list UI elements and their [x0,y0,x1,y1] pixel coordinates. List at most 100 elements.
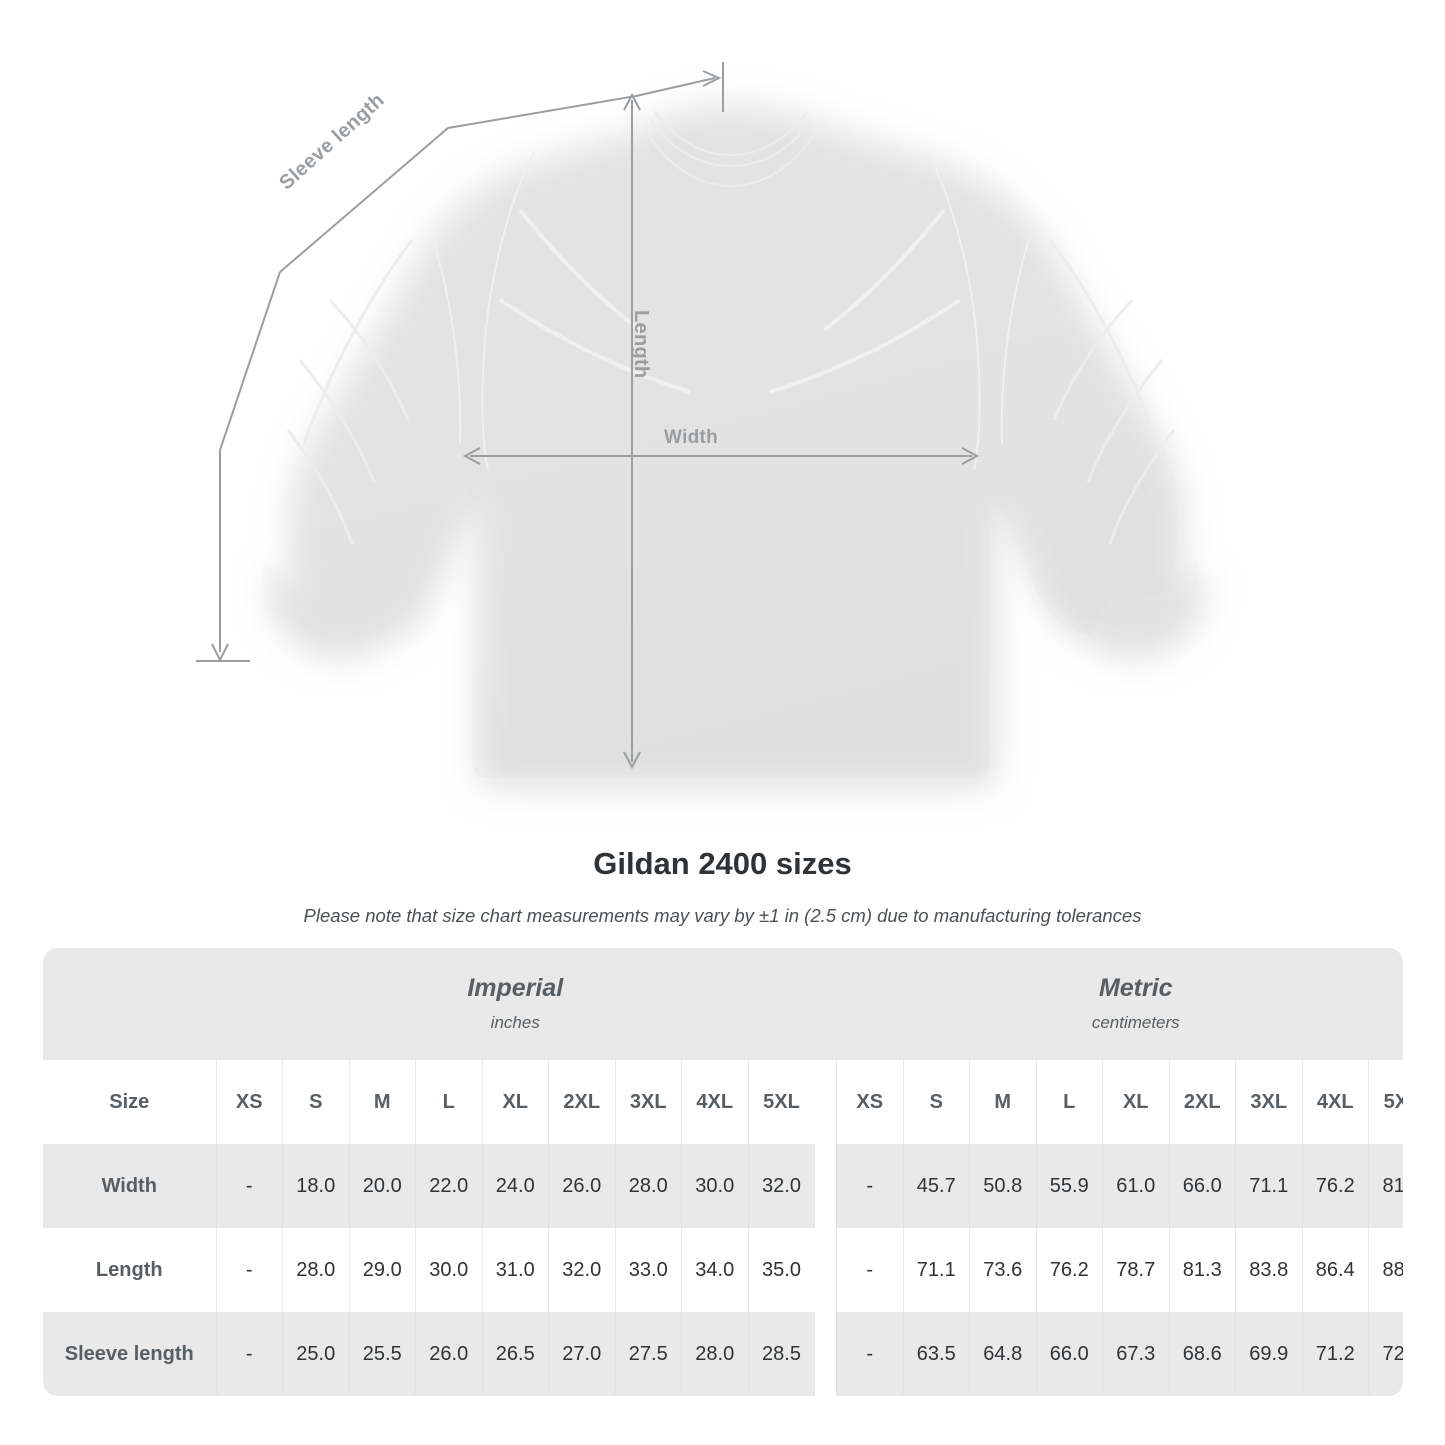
unit-group-metric: Metric centimeters [836,948,1403,1060]
cell-imperial-xl: 31.0 [481,1228,549,1312]
cell-metric-l: 66.0 [1035,1312,1103,1396]
chart-title: Gildan 2400 sizes [593,846,852,881]
cell-imperial-3xl: 33.0 [614,1228,682,1312]
cell-imperial-s: 25.0 [282,1312,349,1396]
cell-imperial-m: 29.0 [348,1228,416,1312]
cell-metric-l: 55.9 [1035,1144,1103,1228]
title-block: Gildan 2400 sizes Please note that size … [0,845,1445,928]
row-label: Length [43,1228,216,1312]
cell-imperial-xs: - [215,1144,283,1228]
size-chart-table-container: Imperial inches Metric centimeters Size XS S M L… [43,948,1403,1396]
cell-imperial-2xl: 26.0 [548,1144,615,1228]
size-header-l: L [1035,1060,1103,1144]
cell-imperial-5xl: 35.0 [747,1228,815,1312]
cell-metric-xl: 67.3 [1102,1312,1169,1396]
size-header-3xl: 3XL [1235,1060,1302,1144]
size-header-row: Size XS S M L XL 2XL 3XL 4XL 5XL XS S M L XL 2XL 3XL 4XL 5… [43,1060,1403,1144]
cell-imperial-l: 30.0 [415,1228,482,1312]
width-label: Width [664,427,719,448]
cell-imperial-m: 25.5 [348,1312,416,1396]
garment-illustration [196,62,1200,779]
width-measure [462,447,980,465]
sleeve-length-measure [196,62,724,663]
size-header-xl: XL [1102,1060,1169,1144]
size-header-5xl: 5XL [1368,1060,1403,1144]
cell-metric-5xl: 72.5 [1368,1312,1403,1396]
size-header-xl: XL [481,1060,549,1144]
row-label: Sleeve length [43,1312,216,1396]
size-header-2xl: 2XL [1168,1060,1236,1144]
table-row: Width -18.0 20.0 22.0 24.0 26.0 28.0 30.0 32.0-4… [43,1144,1403,1228]
cell-metric-3xl: 69.9 [1235,1312,1302,1396]
size-header-2xl: 2XL [548,1060,615,1144]
unit-group-separator [814,1228,837,1312]
cell-metric-s: 71.1 [902,1228,970,1312]
size-header-4xl: 4XL [681,1060,748,1144]
cell-imperial-xs: - [215,1312,283,1396]
cell-metric-2xl: 81.3 [1168,1228,1236,1312]
unit-group-imperial: Imperial inches [216,948,815,1060]
cell-metric-xs: - [836,1312,903,1396]
cell-imperial-3xl: 27.5 [614,1312,682,1396]
size-header-4xl: 4XL [1301,1060,1369,1144]
cell-metric-xs: - [836,1228,903,1312]
fabric-folds [286,239,1176,545]
length-label: Length [630,310,652,379]
cell-metric-2xl: 68.6 [1168,1312,1236,1396]
collar [645,111,817,188]
cell-imperial-xl: 26.5 [481,1312,549,1396]
cell-imperial-5xl: 28.5 [747,1312,815,1396]
cell-imperial-m: 20.0 [348,1144,416,1228]
cell-imperial-4xl: 34.0 [681,1228,748,1312]
cell-imperial-l: 22.0 [415,1144,482,1228]
table-row: Sleeve length -25.0 25.5 26.0 26.5 27.0 27.5 28… [43,1312,1403,1396]
unit-band-corner [43,948,216,1060]
shirt-silhouette [262,94,1200,779]
cell-metric-s: 45.7 [902,1144,970,1228]
cell-metric-m: 73.6 [969,1228,1036,1312]
cell-imperial-2xl: 32.0 [548,1228,615,1312]
tolerance-note: Please note that size chart measurements… [303,905,1142,927]
unit-group-separator [814,1312,837,1396]
cell-imperial-xs: - [215,1228,283,1312]
unit-group-separator [814,948,837,1060]
unit-group-separator [814,1144,837,1228]
cell-metric-5xl: 81.3 [1368,1144,1403,1228]
size-header-m: M [969,1060,1036,1144]
size-header-xs: XS [215,1060,283,1144]
cell-imperial-s: 18.0 [282,1144,349,1228]
size-header-l: L [415,1060,482,1144]
cell-metric-2xl: 66.0 [1168,1144,1236,1228]
unit-group-separator [814,1060,837,1144]
cell-metric-3xl: 71.1 [1235,1144,1302,1228]
size-header-xs: XS [836,1060,903,1144]
shirt-seams [431,151,1031,471]
unit-group-subtitle: inches [490,1013,540,1033]
cell-metric-l: 76.2 [1035,1228,1103,1312]
cell-imperial-s: 28.0 [282,1228,349,1312]
cell-metric-xl: 78.7 [1102,1228,1169,1312]
size-chart-table: Imperial inches Metric centimeters Size XS S M L… [43,948,1403,1396]
unit-group-name: Imperial [467,973,564,1002]
cell-metric-4xl: 86.4 [1301,1228,1369,1312]
cell-metric-3xl: 83.8 [1235,1228,1302,1312]
unit-group-header-row: Imperial inches Metric centimeters [43,948,1403,1060]
unit-group-subtitle: centimeters [1091,1013,1180,1033]
cell-metric-xl: 61.0 [1102,1144,1169,1228]
cell-metric-4xl: 71.2 [1301,1312,1369,1396]
unit-group-name: Metric [1098,973,1173,1002]
size-column-header: Size [43,1060,216,1144]
cell-metric-4xl: 76.2 [1301,1144,1369,1228]
size-header-m: M [348,1060,416,1144]
cell-metric-5xl: 88.9 [1368,1228,1403,1312]
cell-imperial-4xl: 30.0 [681,1144,748,1228]
cell-imperial-l: 26.0 [415,1312,482,1396]
cell-metric-m: 50.8 [969,1144,1036,1228]
row-label: Width [43,1144,216,1228]
cell-metric-xs: - [836,1144,903,1228]
size-header-s: S [282,1060,349,1144]
size-header-5xl: 5XL [747,1060,815,1144]
cell-imperial-4xl: 28.0 [681,1312,748,1396]
measurement-lines [196,62,980,770]
size-header-3xl: 3XL [614,1060,682,1144]
